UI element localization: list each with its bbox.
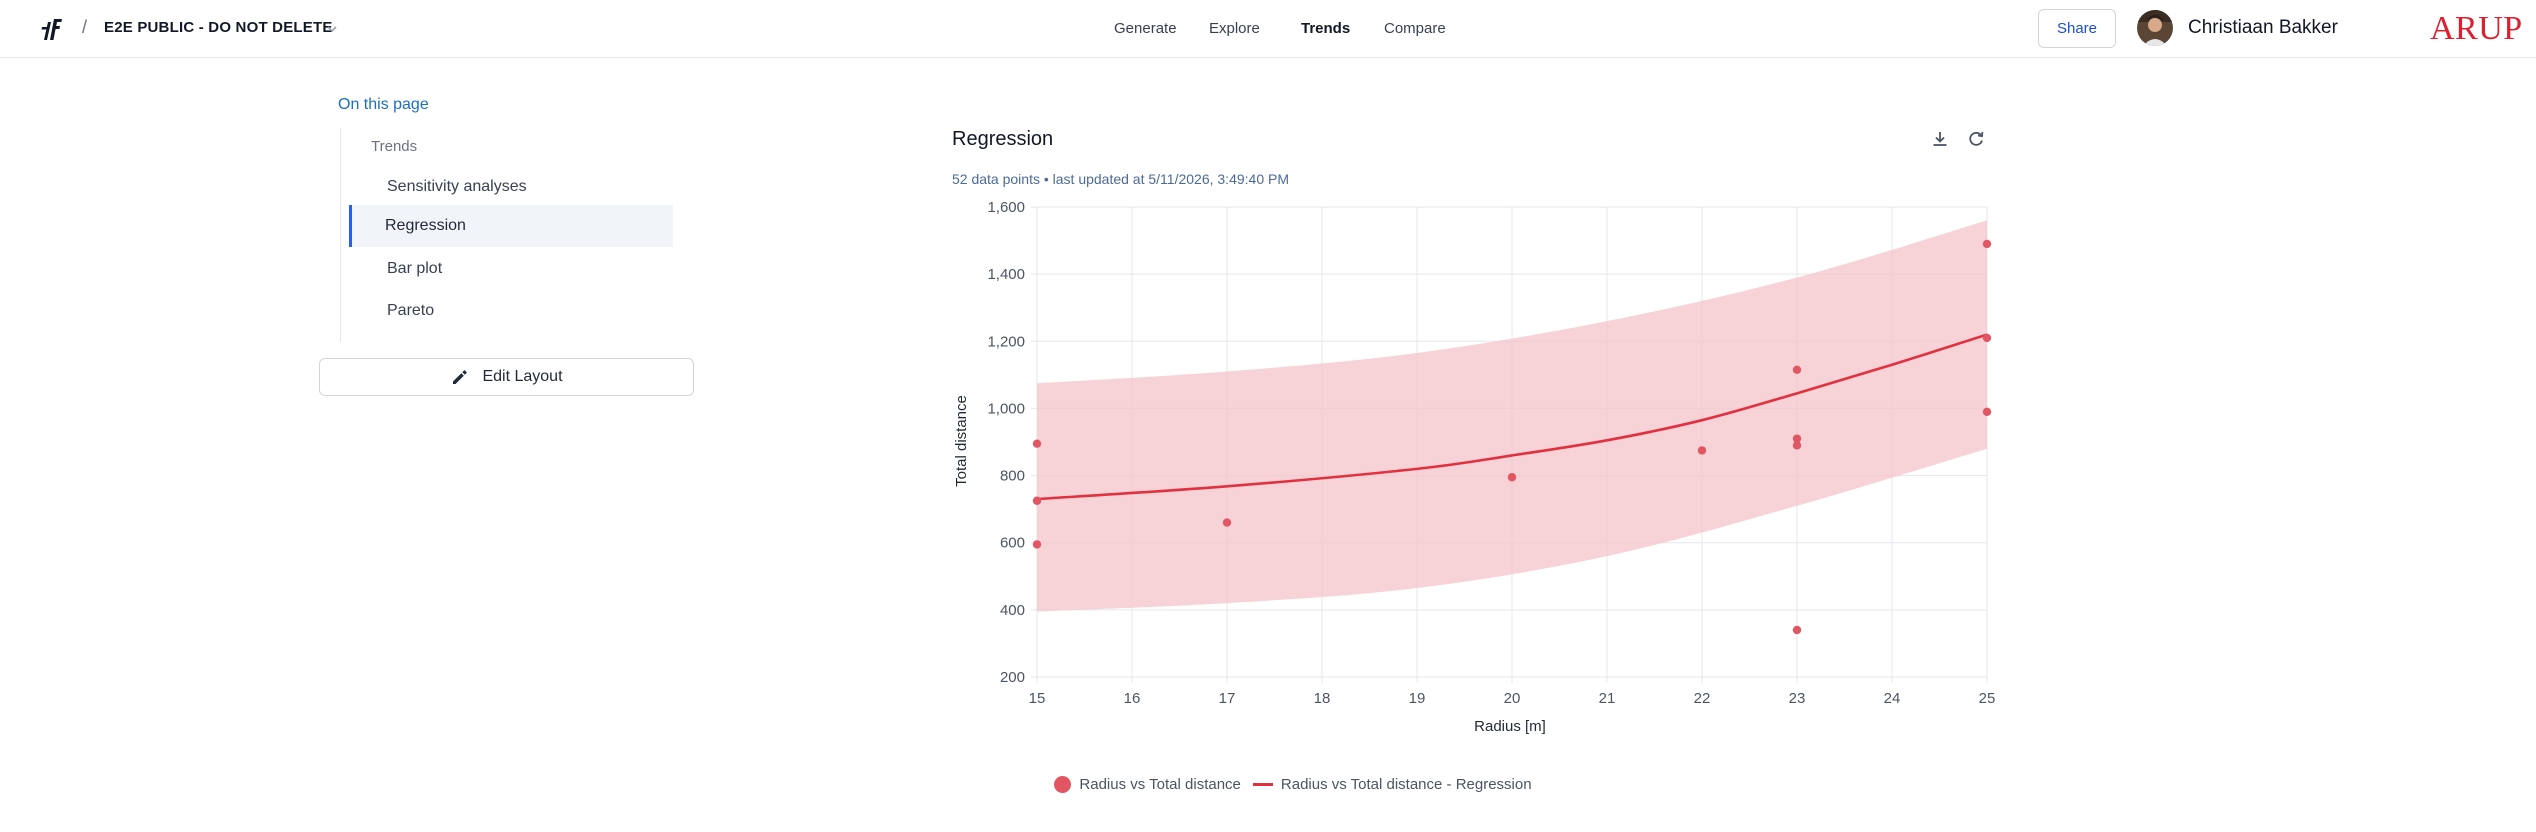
on-this-page-heading: On this page xyxy=(338,96,429,113)
x-tick-label: 16 xyxy=(1124,690,1141,707)
x-tick-label: 15 xyxy=(1029,690,1046,707)
y-tick-label: 1,600 xyxy=(987,199,1025,216)
download-icon xyxy=(1933,132,1947,146)
data-point xyxy=(1982,239,1992,249)
legend-label-points: Radius vs Total distance xyxy=(1079,775,1241,793)
project-name[interactable]: E2E PUBLIC - DO NOT DELETE xyxy=(104,19,333,36)
chevron-down-icon[interactable] xyxy=(325,22,339,36)
x-tick-label: 22 xyxy=(1694,690,1711,707)
regression-chart[interactable]: 15 16 17 18 19 20 21 22 23 24 25 200 400 600 800 1,000 1… xyxy=(940,190,2020,750)
y-tick-label: 200 xyxy=(1000,669,1025,686)
edit-layout-label: Edit Layout xyxy=(482,368,563,385)
nav-compare[interactable]: Compare xyxy=(1384,20,1446,37)
refresh-button[interactable] xyxy=(1963,126,1989,152)
data-point xyxy=(1792,434,1802,443)
data-point xyxy=(1792,441,1802,450)
data-point xyxy=(1792,365,1802,375)
data-point xyxy=(1032,439,1042,448)
x-tick-label: 18 xyxy=(1314,690,1331,707)
toc-item-sensitivity-analyses[interactable]: Sensitivity analyses xyxy=(351,166,675,208)
data-points xyxy=(1032,239,1992,635)
legend-entry-points[interactable]: Radius vs Total distance xyxy=(1054,775,1241,793)
refresh-icon xyxy=(1969,131,1984,146)
data-point xyxy=(1032,540,1042,549)
x-tick-label: 23 xyxy=(1789,690,1806,707)
legend-line-icon xyxy=(1252,782,1273,786)
data-point xyxy=(1982,407,1992,416)
toc-item-regression[interactable]: Regression xyxy=(349,205,673,247)
axis-ticks: 15 16 17 18 19 20 21 22 23 24 25 200 400 600 800 1,000 1… xyxy=(987,199,1995,707)
pencil-icon xyxy=(453,370,468,384)
nav-explore[interactable]: Explore xyxy=(1209,20,1260,37)
nav-trends[interactable]: Trends xyxy=(1301,20,1351,37)
top-bar: / E2E PUBLIC - DO NOT DELETE Generate Ex… xyxy=(0,0,2536,58)
x-axis-label: Radius [m] xyxy=(1474,718,1546,735)
y-axis-label: Total distance xyxy=(953,395,970,487)
y-tick-label: 600 xyxy=(1000,535,1025,552)
breadcrumb-separator: / xyxy=(82,17,88,37)
panel-title: Regression xyxy=(952,128,1054,150)
toc-item-bar-plot[interactable]: Bar plot xyxy=(351,248,675,290)
data-point xyxy=(1507,473,1517,482)
y-tick-label: 1,200 xyxy=(987,333,1025,350)
x-tick-label: 25 xyxy=(1979,690,1996,707)
toc-item-label: Sensitivity analyses xyxy=(387,178,527,195)
y-tick-label: 1,000 xyxy=(987,400,1025,417)
avatar[interactable] xyxy=(2137,10,2173,46)
regression-line-path xyxy=(1036,333,1988,501)
edit-layout-button[interactable]: Edit Layout xyxy=(319,358,694,396)
data-point xyxy=(1222,518,1232,527)
share-button[interactable]: Share xyxy=(2038,9,2116,48)
y-tick-label: 1,400 xyxy=(987,266,1025,283)
data-point xyxy=(1697,446,1707,455)
y-tick-label: 800 xyxy=(1000,468,1025,485)
legend-dot-icon xyxy=(1054,775,1072,793)
table-of-contents: Trends Sensitivity analyses Regression B… xyxy=(340,128,675,342)
panel-subtitle: 52 data points • last updated at 5/11/20… xyxy=(952,171,1289,187)
toc-item-label: Pareto xyxy=(387,302,435,319)
x-tick-label: 20 xyxy=(1504,690,1521,707)
toc-item-label: Regression xyxy=(385,217,466,234)
nav-generate[interactable]: Generate xyxy=(1114,20,1177,37)
app-logo-icon[interactable] xyxy=(38,14,68,44)
confidence-band xyxy=(1037,220,1987,612)
x-tick-label: 21 xyxy=(1599,690,1616,707)
user-name[interactable]: Christiaan Bakker xyxy=(2188,17,2338,38)
toc-item-label: Bar plot xyxy=(387,260,443,277)
x-tick-label: 24 xyxy=(1884,690,1901,707)
legend-entry-regression[interactable]: Radius vs Total distance - Regression xyxy=(1252,775,1532,793)
regression-line xyxy=(1036,333,1988,501)
toc-section-trends[interactable]: Trends xyxy=(371,138,418,155)
data-point xyxy=(1982,333,1992,343)
user-avatar-icon xyxy=(2137,10,2173,46)
data-point xyxy=(1792,625,1802,635)
y-tick-label: 400 xyxy=(1000,602,1025,619)
x-tick-label: 17 xyxy=(1219,690,1236,707)
data-point xyxy=(1032,496,1042,505)
x-tick-label: 19 xyxy=(1409,690,1426,707)
brand-logo: ARUP xyxy=(2430,10,2523,47)
legend-label-regression: Radius vs Total distance - Regression xyxy=(1280,775,1532,793)
confidence-band-area xyxy=(1037,220,1987,612)
toc-item-pareto[interactable]: Pareto xyxy=(351,290,675,332)
chart-legend: Radius vs Total distance Radius vs Total… xyxy=(0,772,2536,796)
download-button[interactable] xyxy=(1927,126,1953,152)
